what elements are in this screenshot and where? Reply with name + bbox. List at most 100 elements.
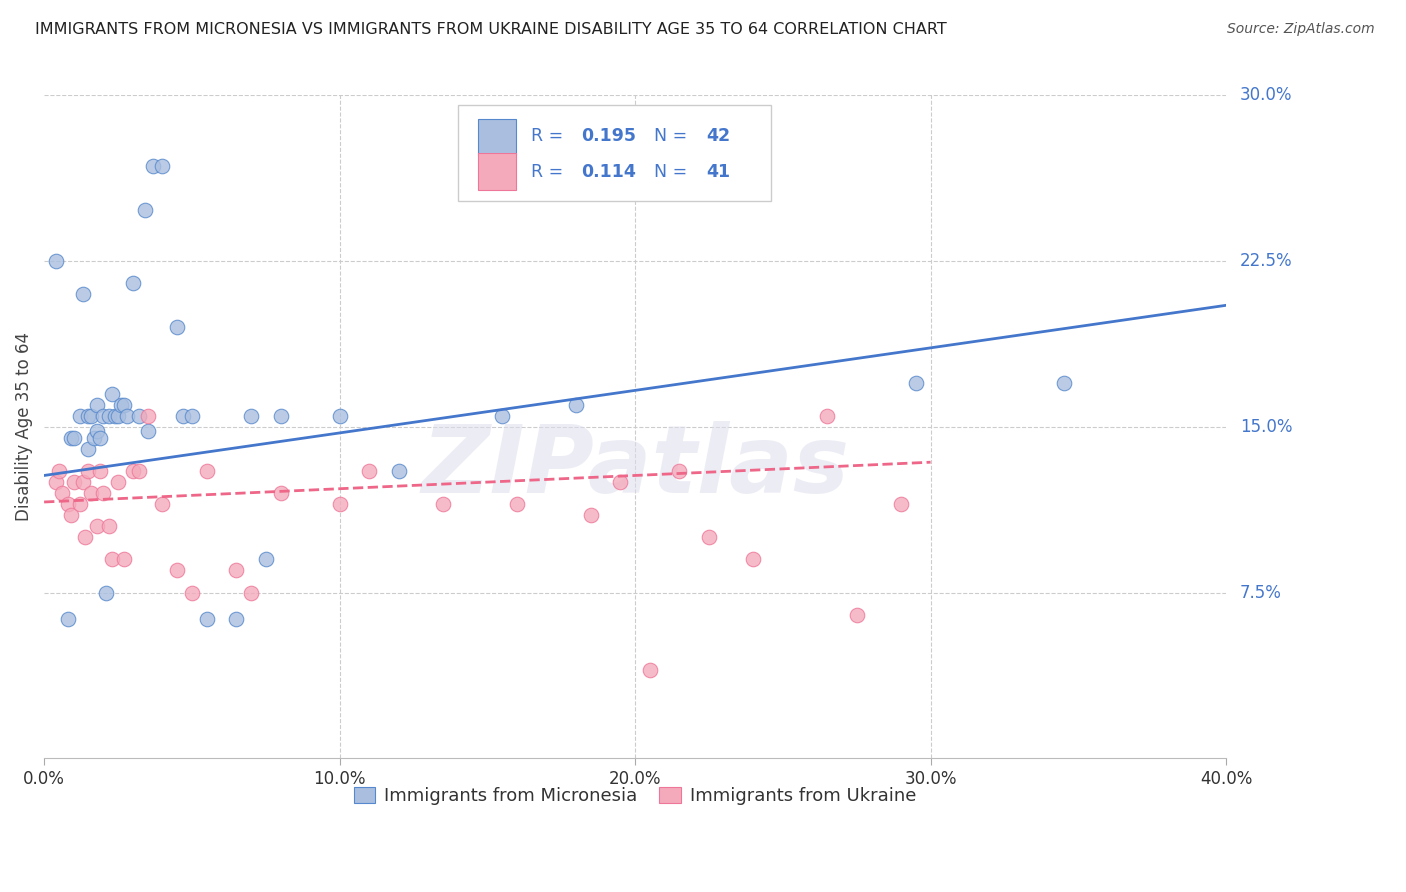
Point <box>89 431 111 445</box>
Point <box>59 431 82 445</box>
Point <box>388 464 411 478</box>
Point <box>270 486 292 500</box>
Point <box>80 486 103 500</box>
Point <box>98 519 121 533</box>
Point <box>172 409 194 423</box>
Point <box>86 424 108 438</box>
Y-axis label: Disability Age 35 to 64: Disability Age 35 to 64 <box>15 333 32 521</box>
Text: Source: ZipAtlas.com: Source: ZipAtlas.com <box>1227 22 1375 37</box>
Text: N =: N = <box>644 162 693 180</box>
Text: 30.0%: 30.0% <box>1240 87 1292 104</box>
Point <box>195 612 218 626</box>
Point <box>166 564 188 578</box>
Text: 41: 41 <box>706 162 730 180</box>
Point <box>239 585 262 599</box>
Text: R =: R = <box>531 162 569 180</box>
Point <box>89 464 111 478</box>
Legend: Immigrants from Micronesia, Immigrants from Ukraine: Immigrants from Micronesia, Immigrants f… <box>346 780 924 813</box>
Point <box>565 398 588 412</box>
Point <box>62 431 84 445</box>
Point <box>96 585 118 599</box>
Point <box>668 464 690 478</box>
Point <box>609 475 631 489</box>
Point <box>136 409 159 423</box>
Point <box>195 464 218 478</box>
Point <box>742 552 765 566</box>
Text: IMMIGRANTS FROM MICRONESIA VS IMMIGRANTS FROM UKRAINE DISABILITY AGE 35 TO 64 CO: IMMIGRANTS FROM MICRONESIA VS IMMIGRANTS… <box>35 22 946 37</box>
Text: 0.195: 0.195 <box>581 128 636 145</box>
Text: R =: R = <box>531 128 569 145</box>
Point <box>329 409 352 423</box>
Point <box>254 552 277 566</box>
Point <box>48 464 70 478</box>
Point <box>80 409 103 423</box>
Point <box>1052 376 1074 390</box>
Point <box>56 497 79 511</box>
Point <box>69 497 91 511</box>
Point <box>77 464 100 478</box>
Text: 15.0%: 15.0% <box>1240 417 1292 436</box>
Point <box>98 409 121 423</box>
Point <box>432 497 454 511</box>
Point <box>86 398 108 412</box>
Point <box>142 159 165 173</box>
Point <box>697 530 720 544</box>
Bar <box>478 153 516 189</box>
Point <box>112 398 135 412</box>
Point <box>121 464 143 478</box>
Point <box>121 276 143 290</box>
Point <box>45 475 67 489</box>
Text: ZIPatlas: ZIPatlas <box>420 421 849 513</box>
Point <box>815 409 838 423</box>
Bar <box>478 119 516 155</box>
Point <box>86 519 108 533</box>
FancyBboxPatch shape <box>458 105 770 202</box>
Point <box>45 254 67 268</box>
Point <box>166 320 188 334</box>
Text: 42: 42 <box>706 128 730 145</box>
Point <box>904 376 927 390</box>
Text: 7.5%: 7.5% <box>1240 583 1282 601</box>
Point <box>110 398 132 412</box>
Point <box>491 409 513 423</box>
Point <box>150 159 173 173</box>
Point <box>62 475 84 489</box>
Point <box>115 409 138 423</box>
Point <box>91 409 114 423</box>
Point <box>101 552 124 566</box>
Point <box>51 486 73 500</box>
Point <box>134 203 156 218</box>
Point <box>239 409 262 423</box>
Point <box>107 409 129 423</box>
Point <box>180 585 202 599</box>
Point <box>225 564 247 578</box>
Point <box>225 612 247 626</box>
Point <box>59 508 82 523</box>
Point <box>329 497 352 511</box>
Point <box>77 409 100 423</box>
Point <box>506 497 529 511</box>
Point <box>359 464 381 478</box>
Point <box>72 475 94 489</box>
Point <box>83 431 105 445</box>
Point <box>150 497 173 511</box>
Text: N =: N = <box>644 128 693 145</box>
Point <box>890 497 912 511</box>
Point <box>128 409 150 423</box>
Point <box>69 409 91 423</box>
Point <box>56 612 79 626</box>
Point <box>579 508 602 523</box>
Point <box>72 287 94 301</box>
Point <box>845 607 868 622</box>
Point <box>104 409 127 423</box>
Point <box>112 552 135 566</box>
Point <box>180 409 202 423</box>
Point <box>75 530 97 544</box>
Text: 0.114: 0.114 <box>581 162 636 180</box>
Point <box>107 475 129 489</box>
Point <box>91 486 114 500</box>
Point <box>638 663 661 677</box>
Point <box>77 442 100 456</box>
Point <box>101 386 124 401</box>
Point <box>270 409 292 423</box>
